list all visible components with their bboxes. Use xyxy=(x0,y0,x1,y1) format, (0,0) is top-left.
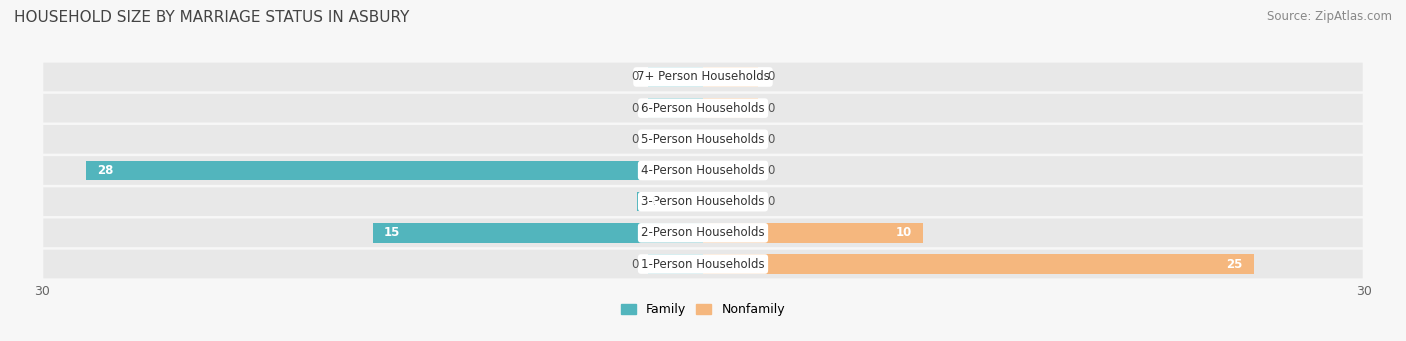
Text: 0: 0 xyxy=(631,102,640,115)
FancyBboxPatch shape xyxy=(44,156,1362,185)
Text: 0: 0 xyxy=(631,71,640,84)
FancyBboxPatch shape xyxy=(44,250,1362,278)
Text: 0: 0 xyxy=(766,195,775,208)
Text: 0: 0 xyxy=(766,133,775,146)
Bar xyxy=(373,223,703,242)
Text: 2-Person Households: 2-Person Households xyxy=(641,226,765,239)
Bar xyxy=(703,192,758,211)
Text: 0: 0 xyxy=(766,71,775,84)
Bar xyxy=(703,254,1254,274)
Text: 0: 0 xyxy=(631,133,640,146)
Bar xyxy=(86,161,703,180)
Bar xyxy=(703,223,924,242)
Text: 3: 3 xyxy=(648,195,657,208)
Bar xyxy=(703,67,758,87)
Bar xyxy=(703,99,758,118)
FancyBboxPatch shape xyxy=(44,219,1362,247)
Bar xyxy=(637,192,703,211)
Text: HOUSEHOLD SIZE BY MARRIAGE STATUS IN ASBURY: HOUSEHOLD SIZE BY MARRIAGE STATUS IN ASB… xyxy=(14,10,409,25)
Text: 0: 0 xyxy=(766,164,775,177)
Text: 5-Person Households: 5-Person Households xyxy=(641,133,765,146)
Text: 15: 15 xyxy=(384,226,399,239)
Text: 25: 25 xyxy=(1226,257,1243,270)
FancyBboxPatch shape xyxy=(44,94,1362,122)
Text: 7+ Person Households: 7+ Person Households xyxy=(637,71,769,84)
Text: 3-Person Households: 3-Person Households xyxy=(641,195,765,208)
Bar xyxy=(648,67,703,87)
Legend: Family, Nonfamily: Family, Nonfamily xyxy=(616,298,790,321)
Text: 0: 0 xyxy=(631,257,640,270)
Text: 10: 10 xyxy=(896,226,912,239)
Text: 0: 0 xyxy=(766,102,775,115)
FancyBboxPatch shape xyxy=(44,125,1362,154)
Text: 4-Person Households: 4-Person Households xyxy=(641,164,765,177)
Bar xyxy=(703,161,758,180)
Text: 1-Person Households: 1-Person Households xyxy=(641,257,765,270)
Bar xyxy=(648,254,703,274)
Text: Source: ZipAtlas.com: Source: ZipAtlas.com xyxy=(1267,10,1392,23)
Bar xyxy=(648,130,703,149)
FancyBboxPatch shape xyxy=(44,63,1362,91)
Text: 6-Person Households: 6-Person Households xyxy=(641,102,765,115)
FancyBboxPatch shape xyxy=(44,187,1362,216)
Text: 28: 28 xyxy=(97,164,114,177)
Bar xyxy=(703,130,758,149)
Bar xyxy=(648,99,703,118)
